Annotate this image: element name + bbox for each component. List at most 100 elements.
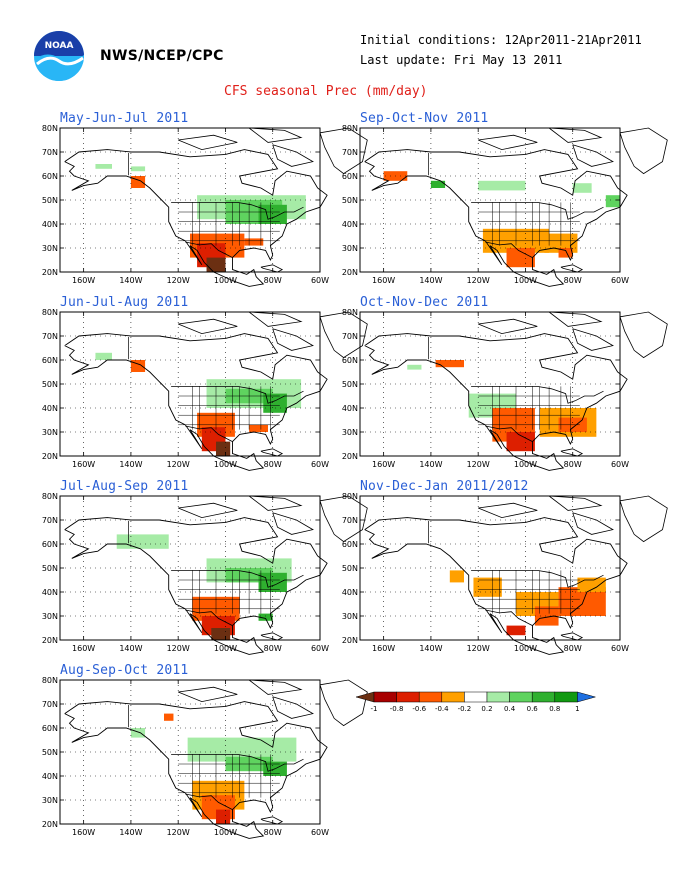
panel-title: Oct-Nov-Dec 2011 [360, 295, 489, 310]
lat-tick-label: 40N [342, 220, 358, 229]
anomaly-cell [506, 432, 535, 452]
arctic-island [178, 318, 238, 335]
arctic-island [248, 679, 303, 695]
us-canada-border [171, 754, 304, 772]
lon-tick-label: 160W [372, 460, 395, 469]
anomaly-cell [473, 577, 502, 597]
graticule [360, 128, 620, 272]
arctic-island [478, 318, 538, 335]
lat-tick-label: 40N [342, 588, 358, 597]
anomaly-cell [95, 164, 112, 169]
lat-tick-label: 40N [42, 404, 58, 413]
lon-tick-label: 80W [264, 460, 282, 469]
arctic-island [272, 512, 314, 535]
anomaly-cell [130, 728, 146, 738]
anomaly-cell [430, 180, 446, 188]
lon-tick-label: 60W [311, 460, 329, 469]
arctic-island [572, 328, 614, 351]
colorbar-label: -0.6 [412, 705, 426, 713]
anomaly-cell [206, 257, 226, 272]
lat-tick-label: 50N [342, 196, 358, 205]
coastline [64, 333, 328, 471]
lat-tick-label: 60N [42, 356, 58, 365]
anomaly-cell [449, 570, 464, 583]
lon-tick-label: 100W [214, 828, 237, 837]
lat-tick-label: 30N [42, 244, 58, 253]
lat-tick-label: 80N [342, 492, 358, 501]
us-canada-border [471, 202, 604, 220]
us-mexico-border [185, 609, 233, 626]
us-canada-border [171, 570, 304, 588]
cuba-outline [260, 264, 284, 273]
arctic-island [478, 502, 538, 519]
lat-tick-label: 40N [342, 404, 358, 413]
colorbar-label: 0.6 [527, 705, 539, 713]
map-panel: 80N 70N 60N 50N 40N 30N 20N 160W 140W 120W 100W 80W… [342, 124, 668, 287]
graticule [60, 312, 320, 456]
cuba-outline [560, 448, 584, 457]
lon-tick-label: 140W [119, 460, 142, 469]
anomaly-cell [216, 441, 231, 456]
lat-tick-label: 60N [42, 724, 58, 733]
coastline [364, 517, 628, 655]
us-mexico-border [485, 609, 533, 626]
lat-tick-label: 70N [342, 516, 358, 525]
us-canada-border [471, 386, 604, 404]
colorbar-label: 1 [575, 705, 579, 713]
arctic-island [272, 696, 314, 719]
lat-tick-label: 40N [42, 772, 58, 781]
lon-tick-label: 140W [419, 644, 442, 653]
lon-tick-label: 160W [72, 644, 95, 653]
lat-tick-label: 80N [42, 492, 58, 501]
lat-tick-label: 60N [42, 172, 58, 181]
map-svg: 80N 70N 60N 50N 40N 30N 20N 160W 140W 120W 100W 80W… [42, 492, 368, 655]
lat-tick-label: 30N [342, 612, 358, 621]
colorbar-min-arrow [355, 691, 375, 703]
greenland-outline [319, 127, 368, 175]
us-mexico-border [185, 425, 233, 442]
arctic-island [272, 328, 314, 351]
anomaly-cell [258, 204, 287, 224]
lat-tick-label: 50N [342, 380, 358, 389]
anomaly-cell [558, 248, 573, 258]
colorbar-label: 0.2 [481, 705, 492, 713]
lat-tick-label: 80N [42, 124, 58, 133]
greenland-outline [619, 311, 668, 359]
cuba-outline [560, 264, 584, 273]
lon-tick-label: 160W [72, 460, 95, 469]
map-svg: 80N 70N 60N 50N 40N 30N 20N 160W 140W 120W 100W 80W… [42, 124, 368, 287]
lat-tick-label: 30N [342, 244, 358, 253]
map-svg: 80N 70N 60N 50N 40N 30N 20N 160W 140W 120W 100W 80W… [342, 308, 668, 471]
lon-tick-label: 140W [119, 276, 142, 285]
lat-tick-label: 30N [342, 428, 358, 437]
us-mexico-border [185, 241, 233, 258]
lon-tick-label: 60W [611, 276, 629, 285]
greenland-outline [619, 495, 668, 543]
lat-tick-label: 40N [42, 588, 58, 597]
map-panel: 80N 70N 60N 50N 40N 30N 20N 160W 140W 120W 100W 80W… [42, 676, 368, 839]
lon-tick-label: 80W [564, 276, 582, 285]
arctic-island [248, 127, 303, 143]
lon-tick-label: 60W [611, 644, 629, 653]
lat-tick-label: 80N [42, 308, 58, 317]
lat-tick-label: 60N [42, 540, 58, 549]
lon-tick-label: 120W [467, 460, 490, 469]
colorbar-segment [441, 691, 465, 703]
anomaly-cell [534, 606, 559, 626]
lat-tick-label: 30N [42, 428, 58, 437]
anomaly-cell [407, 364, 422, 370]
anomaly-cell [258, 572, 287, 592]
colorbar-segment [531, 691, 556, 703]
colorbar-label: -0.8 [390, 705, 404, 713]
lat-tick-label: 30N [42, 612, 58, 621]
lat-tick-label: 20N [342, 636, 358, 645]
lat-tick-label: 20N [342, 452, 358, 461]
lat-tick-label: 20N [42, 820, 58, 829]
panel-title: Aug-Sep-Oct 2011 [60, 663, 189, 678]
lon-tick-label: 140W [119, 828, 142, 837]
us-canada-border [171, 386, 304, 404]
graticule [360, 496, 620, 640]
cuba-outline [260, 448, 284, 457]
cuba-outline [260, 632, 284, 641]
colorbar: -1 -0.8 -0.6 -0.4 -0.2 0.2 0.4 0.6 0.8 1 [352, 688, 628, 718]
